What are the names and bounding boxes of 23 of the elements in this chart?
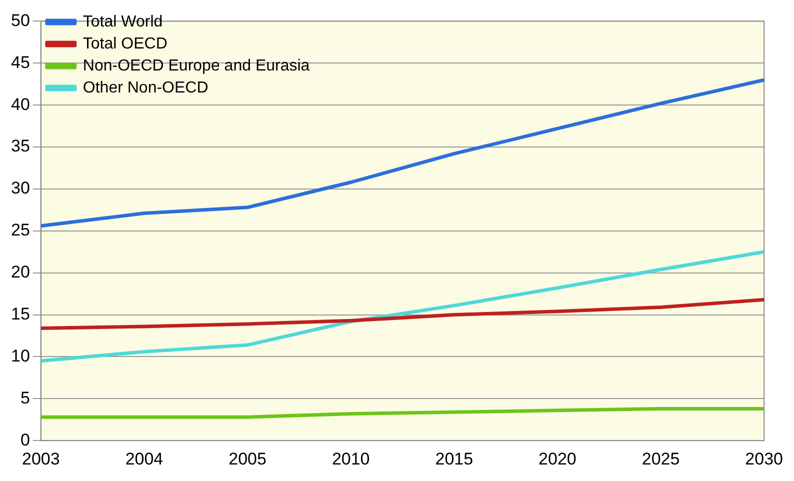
- y-tick-label: 25: [10, 220, 30, 240]
- legend-label: Non-OECD Europe and Eurasia: [82, 57, 310, 74]
- y-tick-label: 50: [10, 10, 30, 30]
- y-tick-label: 15: [10, 304, 30, 324]
- y-tick-label: 10: [10, 346, 30, 366]
- legend-label: Total OECD: [82, 35, 168, 52]
- x-tick-label: 2025: [642, 449, 680, 468]
- legend-label: Total World: [82, 13, 163, 30]
- x-tick-label: 2010: [332, 449, 370, 468]
- x-tick-label: 2003: [22, 449, 60, 468]
- y-tick-label: 40: [10, 94, 30, 114]
- y-tick-label: 35: [10, 136, 30, 156]
- x-tick-label: 2004: [125, 449, 164, 468]
- y-tick-label: 45: [10, 52, 30, 72]
- y-tick-label: 30: [10, 178, 30, 198]
- y-tick-label: 20: [10, 262, 30, 282]
- x-tick-label: 2020: [538, 449, 576, 468]
- y-tick-label: 5: [20, 388, 30, 408]
- y-tick-label: 0: [20, 430, 30, 450]
- legend-label: Other Non-OECD: [82, 79, 208, 96]
- x-tick-label: 2005: [228, 449, 266, 468]
- x-tick-label: 2015: [435, 449, 474, 468]
- x-tick-label: 2030: [745, 449, 784, 468]
